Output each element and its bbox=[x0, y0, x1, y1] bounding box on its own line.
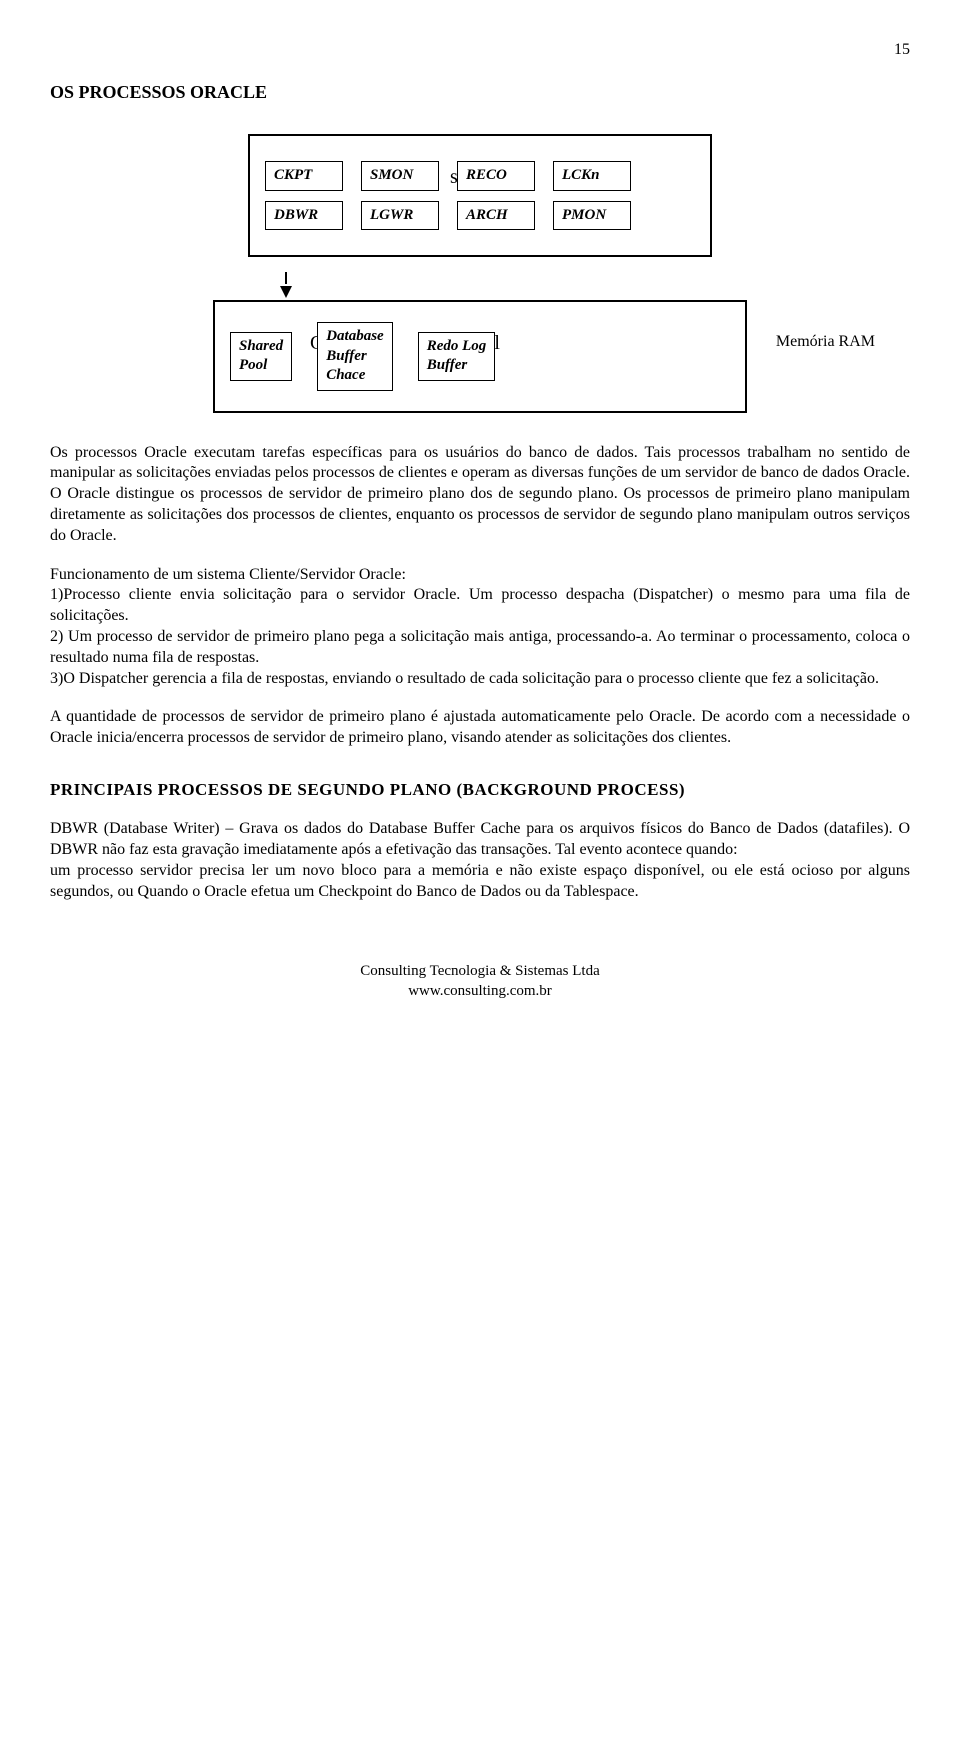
paragraph: Funcionamento de um sistema Cliente/Serv… bbox=[50, 565, 910, 586]
arrow-line bbox=[285, 272, 287, 284]
process-box-lgwr: LGWR bbox=[361, 201, 439, 231]
box-line: Database bbox=[326, 327, 384, 347]
footer: Consulting Tecnologia & Sistemas Ltda ww… bbox=[50, 962, 910, 1001]
footer-line: www.consulting.com.br bbox=[50, 982, 910, 1002]
paragraph: A quantidade de processos de servidor de… bbox=[50, 707, 910, 749]
sga-box-redo-log: Redo Log Buffer bbox=[418, 332, 496, 381]
section-heading: PRINCIPAIS PROCESSOS DE SEGUNDO PLANO (B… bbox=[50, 779, 910, 801]
process-box-reco: RECO bbox=[457, 161, 535, 191]
paragraph: Os processos Oracle executam tarefas esp… bbox=[50, 443, 910, 547]
box-line: Redo Log bbox=[427, 337, 487, 357]
page-title: OS PROCESSOS ORACLE bbox=[50, 81, 910, 104]
process-box-ckpt: CKPT bbox=[265, 161, 343, 191]
sga-diagram: GA lobal Shared Pool Database Buffer Cha… bbox=[213, 300, 747, 413]
process-box-pmon: PMON bbox=[553, 201, 631, 231]
paragraph: 3)O Dispatcher gerencia a fila de respos… bbox=[50, 669, 910, 690]
process-diagram: s un CKPT SMON RECO LCKn DBWR LGWR ARCH … bbox=[248, 134, 712, 257]
sga-box-shared-pool: Shared Pool bbox=[230, 332, 292, 381]
box-line: Pool bbox=[239, 356, 283, 376]
paragraph: um processo servidor precisa ler um novo… bbox=[50, 861, 910, 903]
process-box-dbwr: DBWR bbox=[265, 201, 343, 231]
arrow-down-icon bbox=[280, 286, 292, 298]
memory-label: Memória RAM bbox=[776, 332, 875, 353]
box-line: Shared bbox=[239, 337, 283, 357]
footer-line: Consulting Tecnologia & Sistemas Ltda bbox=[50, 962, 910, 982]
paragraph: 1)Processo cliente envia solicitação par… bbox=[50, 585, 910, 627]
process-box-lckn: LCKn bbox=[553, 161, 631, 191]
diagram-row-1: CKPT SMON RECO LCKn bbox=[265, 161, 695, 191]
box-line: Buffer bbox=[326, 347, 384, 367]
process-box-arch: ARCH bbox=[457, 201, 535, 231]
page-number: 15 bbox=[50, 40, 910, 61]
sga-row: Shared Pool Database Buffer Chace Redo L… bbox=[230, 322, 730, 391]
paragraph: DBWR (Database Writer) – Grava os dados … bbox=[50, 819, 910, 861]
box-line: Chace bbox=[326, 366, 384, 386]
paragraph: 2) Um processo de servidor de primeiro p… bbox=[50, 627, 910, 669]
process-box-smon: SMON bbox=[361, 161, 439, 191]
sga-box-db-buffer: Database Buffer Chace bbox=[317, 322, 393, 391]
diagram-row-2: DBWR LGWR ARCH PMON bbox=[265, 201, 695, 231]
box-line: Buffer bbox=[427, 356, 487, 376]
